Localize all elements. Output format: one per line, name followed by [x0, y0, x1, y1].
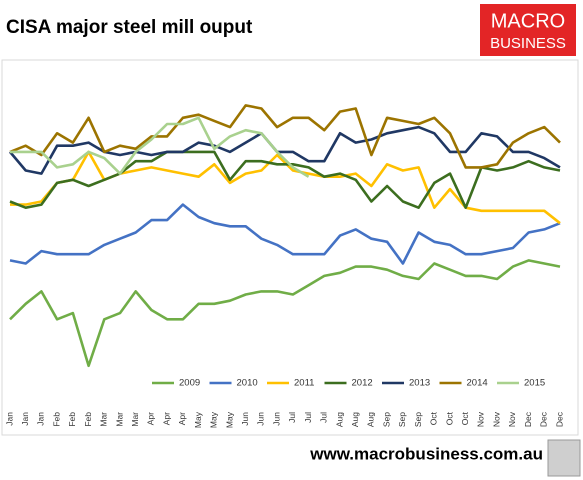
legend-label: 2011: [294, 378, 314, 389]
logo-box: [480, 4, 576, 56]
x-tick-label: Dec: [539, 411, 549, 427]
x-tick-label: Jul: [287, 412, 297, 423]
x-tick-label: Jan: [36, 412, 46, 426]
legend-label: 2015: [524, 378, 545, 389]
x-tick-label: Apr: [161, 412, 171, 425]
x-tick-label: Jun: [256, 412, 266, 426]
x-tick-label: Aug: [334, 412, 344, 427]
x-tick-label: Sep: [413, 412, 423, 427]
x-tick-label: Oct: [460, 411, 470, 425]
series-line: [9, 125, 561, 175]
x-tick-label: Feb: [83, 412, 93, 427]
x-tick-label: Jan: [20, 412, 30, 426]
series-line: [9, 259, 561, 368]
series-line: [9, 203, 561, 265]
logo-text: MACRO: [491, 10, 565, 32]
x-tick-label: Mar: [99, 412, 109, 427]
x-tick-label: Aug: [366, 412, 376, 427]
x-tick-label: Oct: [444, 411, 454, 425]
x-tick-label: Sep: [381, 412, 391, 427]
x-tick-label: Mar: [130, 412, 140, 427]
x-tick-label: May: [209, 411, 219, 428]
x-tick-label: Sep: [397, 412, 407, 427]
x-tick-label: Jun: [240, 412, 250, 426]
x-tick-label: Dec: [554, 411, 564, 427]
x-tick-label: Jul: [303, 412, 313, 423]
wolf-icon: [547, 439, 581, 477]
legend-label: 2012: [352, 378, 373, 389]
x-tick-label: Apr: [146, 412, 156, 425]
legend-label: 2010: [237, 378, 258, 389]
x-tick-label: Dec: [523, 411, 533, 427]
series-line: [9, 104, 561, 169]
legend-label: 2009: [179, 378, 200, 389]
series-line: [10, 116, 310, 178]
x-tick-label: Feb: [67, 412, 77, 427]
url: www.macrobusiness.com.au: [309, 444, 543, 463]
x-tick-label: Apr: [177, 412, 187, 425]
series-line: [10, 150, 561, 225]
x-tick-label: Jan: [4, 412, 14, 426]
x-tick-label: Nov: [507, 411, 517, 427]
chart-title: CISA major steel mill ouput: [6, 17, 253, 38]
x-tick-label: Feb: [51, 412, 61, 427]
x-tick-label: Nov: [491, 411, 501, 427]
legend-label: 2014: [467, 378, 488, 389]
x-tick-label: Jul: [319, 412, 329, 423]
x-tick-label: May: [224, 411, 234, 428]
plot-frame: [1, 59, 579, 436]
x-tick-label: May: [193, 411, 203, 428]
x-tick-label: Nov: [476, 411, 486, 427]
series-line: [9, 150, 561, 209]
x-tick-label: Aug: [350, 412, 360, 427]
x-tick-label: Mar: [114, 412, 124, 427]
logo-text: BUSINESS: [490, 35, 566, 52]
legend-label: 2013: [409, 378, 430, 389]
x-tick-label: Jun: [271, 412, 281, 426]
x-tick-label: Oct: [429, 411, 439, 425]
